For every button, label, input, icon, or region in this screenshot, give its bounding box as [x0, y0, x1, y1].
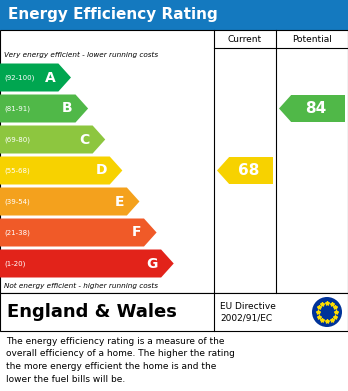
Polygon shape	[279, 95, 345, 122]
Text: Very energy efficient - lower running costs: Very energy efficient - lower running co…	[4, 52, 158, 58]
Text: Energy Efficiency Rating: Energy Efficiency Rating	[8, 7, 218, 23]
Polygon shape	[0, 126, 105, 154]
Text: C: C	[79, 133, 90, 147]
Text: (39-54): (39-54)	[4, 198, 30, 205]
Text: 84: 84	[306, 101, 327, 116]
Text: (1-20): (1-20)	[4, 260, 25, 267]
Circle shape	[312, 297, 342, 327]
Text: E: E	[114, 194, 124, 208]
Text: Potential: Potential	[292, 34, 332, 43]
Text: (55-68): (55-68)	[4, 167, 30, 174]
Text: (92-100): (92-100)	[4, 74, 34, 81]
Bar	[0, 30, 348, 293]
Text: A: A	[45, 70, 55, 84]
Polygon shape	[0, 63, 71, 91]
Text: G: G	[147, 256, 158, 271]
Text: (81-91): (81-91)	[4, 105, 30, 112]
Polygon shape	[0, 219, 157, 246]
Polygon shape	[0, 249, 174, 278]
Polygon shape	[0, 156, 122, 185]
Polygon shape	[217, 157, 273, 184]
Text: (69-80): (69-80)	[4, 136, 30, 143]
Text: D: D	[95, 163, 107, 178]
Text: F: F	[132, 226, 141, 240]
Text: (21-38): (21-38)	[4, 229, 30, 236]
Text: The energy efficiency rating is a measure of the
overall efficiency of a home. T: The energy efficiency rating is a measur…	[6, 337, 235, 384]
Polygon shape	[0, 188, 140, 215]
Text: B: B	[62, 102, 72, 115]
Bar	[0, 293, 348, 331]
Text: EU Directive
2002/91/EC: EU Directive 2002/91/EC	[220, 301, 276, 323]
Polygon shape	[0, 95, 88, 122]
Text: Not energy efficient - higher running costs: Not energy efficient - higher running co…	[4, 283, 158, 289]
Text: England & Wales: England & Wales	[7, 303, 177, 321]
Text: Current: Current	[228, 34, 262, 43]
Bar	[0, 0, 348, 30]
Text: 68: 68	[238, 163, 260, 178]
